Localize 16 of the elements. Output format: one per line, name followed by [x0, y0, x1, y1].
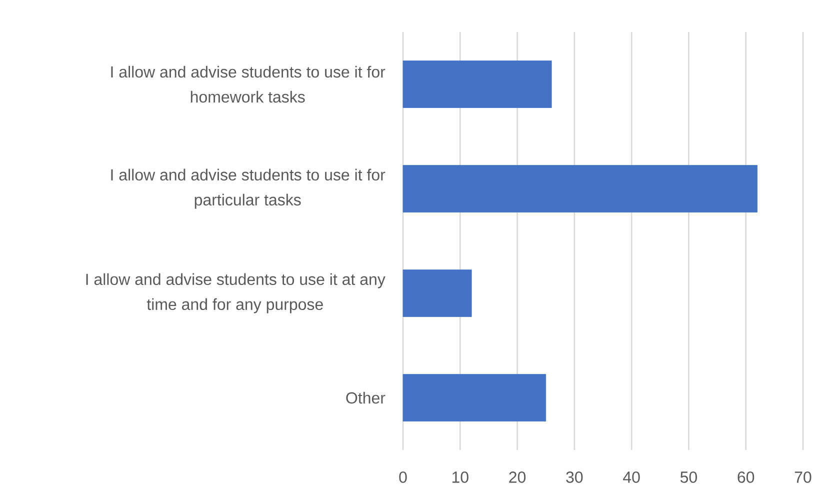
y-tick-label: I allow and advise students to use it for particular tasks — [111, 168, 386, 209]
x-tick-label: 30 — [566, 472, 583, 483]
x-tick-label: 60 — [738, 472, 754, 483]
x-tick-label: 50 — [680, 472, 697, 483]
bar — [402, 270, 472, 317]
x-tick-label: 0 — [399, 472, 407, 483]
x-tick-label: 10 — [452, 472, 468, 483]
bar — [402, 374, 546, 422]
bar — [402, 165, 758, 212]
bar — [402, 60, 552, 108]
x-tick-label: 40 — [623, 472, 640, 483]
x-tick-label: 70 — [794, 472, 812, 483]
x-tick-label: 20 — [509, 472, 526, 483]
y-tick-label: Other — [346, 392, 386, 404]
y-tick-label: I allow and advise students to use it for homework tasks — [111, 66, 386, 103]
y-tick-label: I allow and advise students to use it at any time and for any purpose — [86, 273, 386, 314]
